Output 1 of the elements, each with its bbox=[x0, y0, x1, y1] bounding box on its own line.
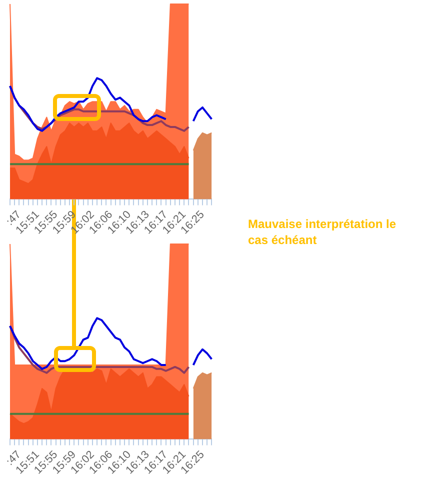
text: Mauvaise interprétation le cas échéant bbox=[248, 216, 398, 248]
